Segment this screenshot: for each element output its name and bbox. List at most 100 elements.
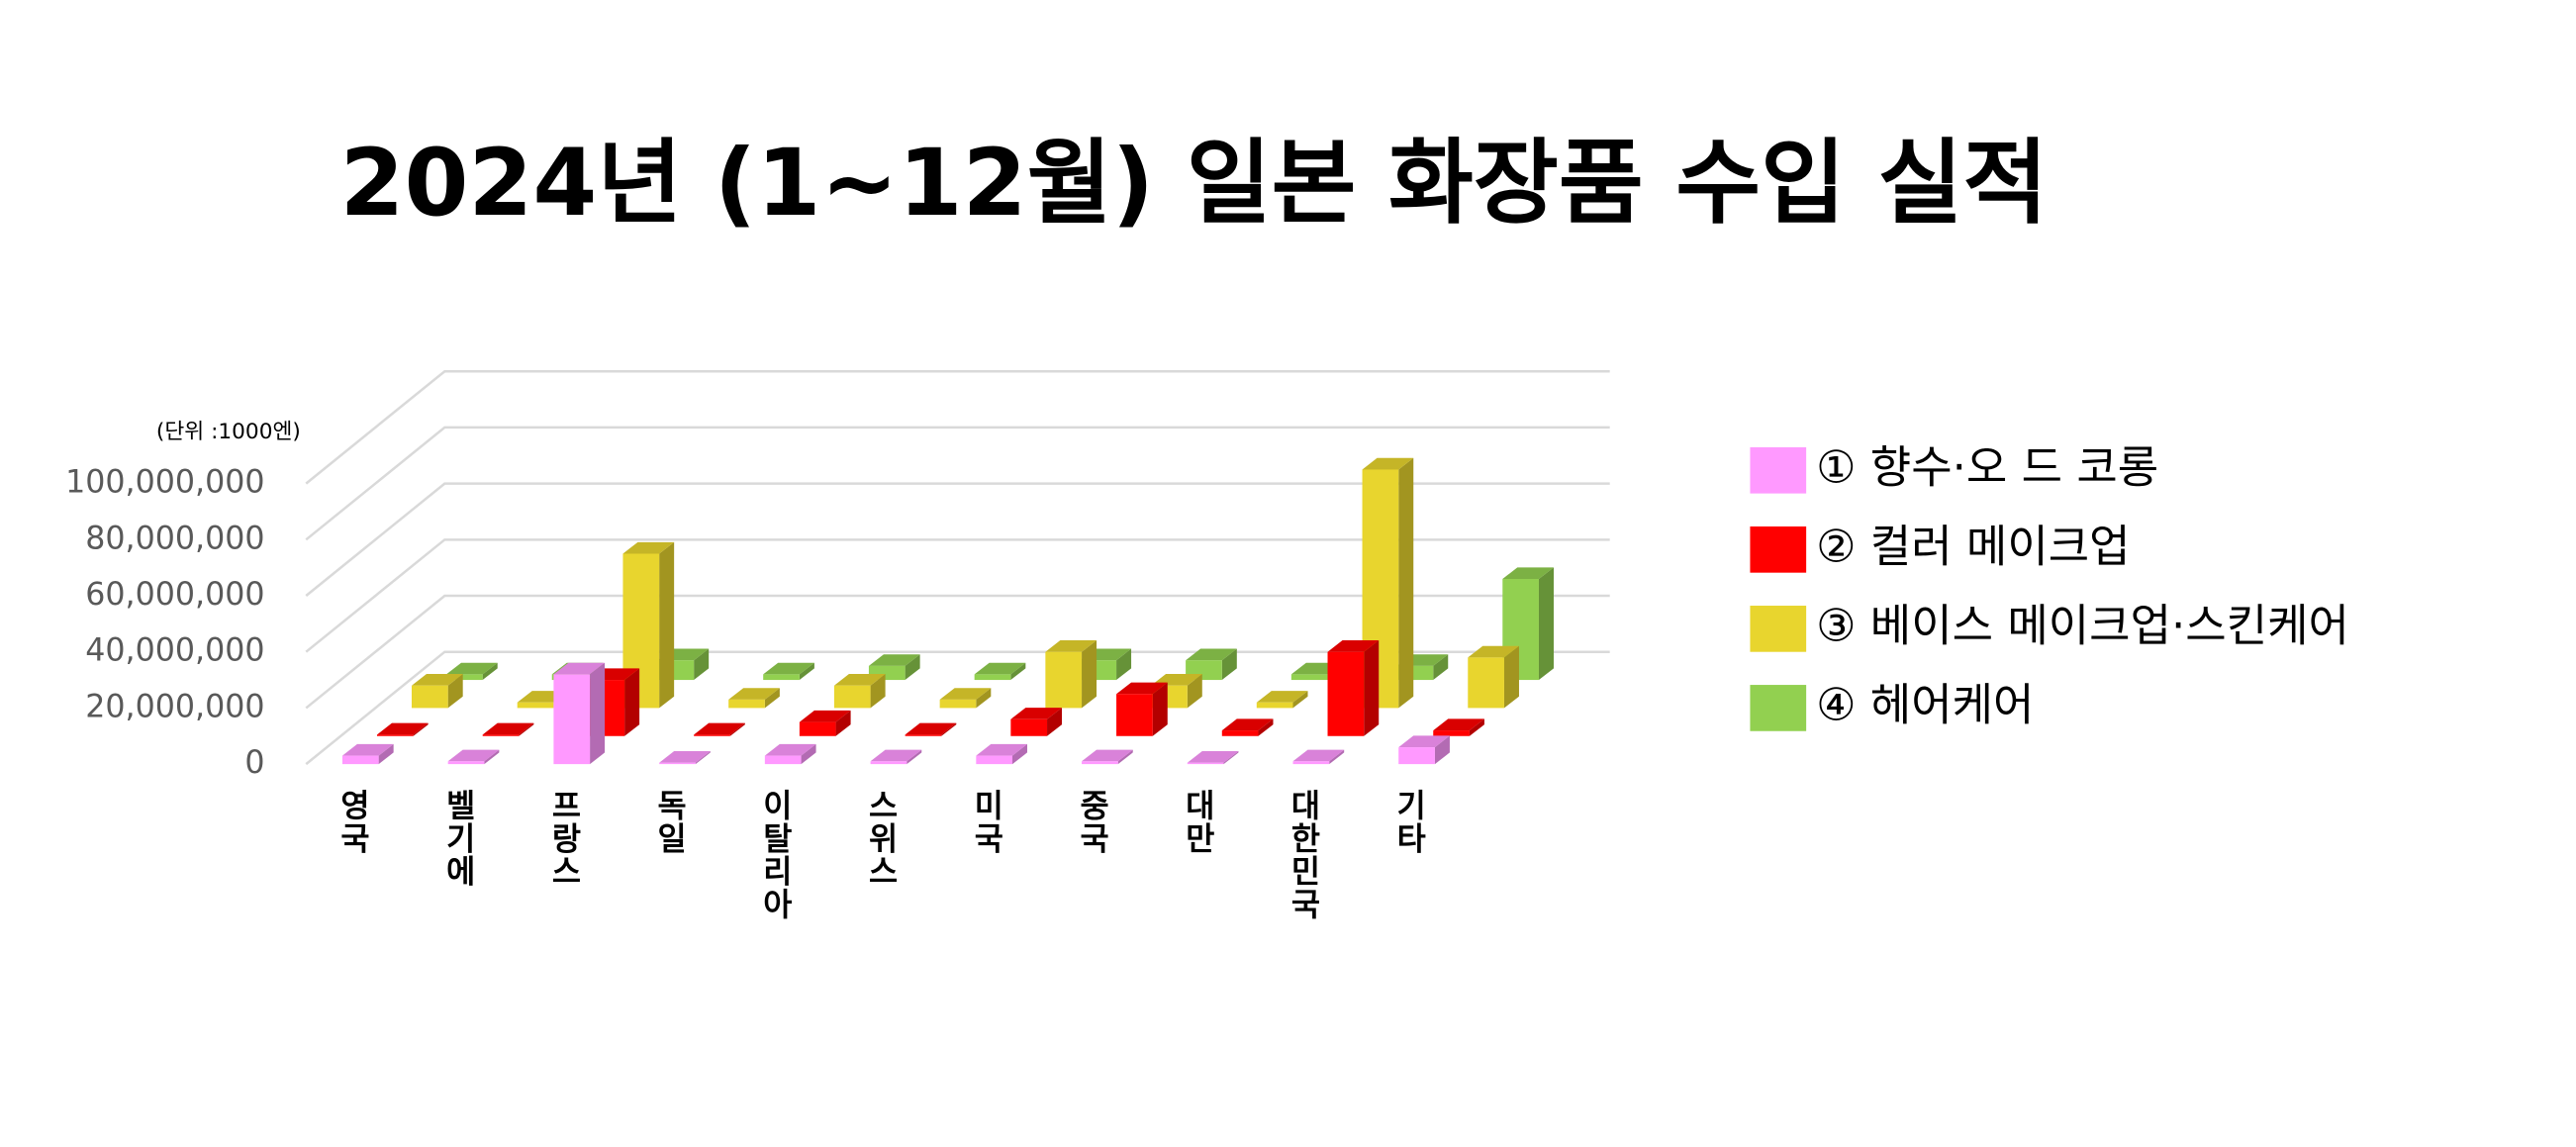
bar-side (1469, 718, 1484, 736)
legend-swatch (1750, 446, 1807, 494)
bar-side (1398, 457, 1414, 709)
bar-side (1012, 743, 1028, 765)
bar-top (763, 662, 814, 675)
bar-top (553, 662, 606, 675)
y-tick-label: 60,000,000 (85, 577, 264, 613)
bar-side (447, 674, 463, 709)
bar (694, 734, 730, 736)
bar (482, 734, 520, 736)
bar-side (694, 648, 710, 681)
bar-side (1538, 567, 1554, 681)
bar (1256, 702, 1293, 709)
bar-top (341, 743, 394, 756)
bar-top (1116, 682, 1168, 695)
bar-side (1258, 718, 1274, 736)
bar (763, 674, 800, 681)
bar (1433, 730, 1470, 736)
bar-top (694, 722, 745, 735)
bar-side (695, 751, 711, 765)
bar-top (659, 751, 711, 763)
bar-top (1362, 457, 1414, 470)
bar-side (482, 662, 498, 681)
bar-side (905, 654, 920, 681)
unit-label: (단위 :1000엔) (156, 420, 301, 444)
grid-line (305, 369, 1610, 485)
bar-side (1221, 648, 1237, 681)
bar-top (1187, 751, 1239, 763)
bar-side (941, 722, 957, 736)
bar-top (905, 722, 957, 735)
bar (553, 674, 591, 765)
bar-top (1010, 708, 1063, 719)
bar-side (764, 688, 780, 709)
bar-top (376, 722, 429, 735)
x-tick-label: 이탈리아 (757, 789, 793, 921)
bar-side (1292, 691, 1308, 709)
bar (833, 685, 871, 709)
grid-line (305, 538, 1610, 653)
bar-top (1398, 735, 1450, 748)
bar (939, 699, 977, 709)
x-tick-label: 기타 (1390, 789, 1426, 855)
y-tick-label: 100,000,000 (65, 465, 265, 501)
bar-side (976, 688, 992, 709)
bar-side (590, 662, 606, 765)
bar-top (411, 674, 463, 686)
bar-side (659, 541, 675, 709)
bar-top (1502, 567, 1554, 580)
bar (1292, 761, 1330, 765)
legend-label: ② 컬러 메이크업 (1816, 520, 2130, 572)
bar-side (484, 749, 500, 765)
bar-top (447, 749, 500, 762)
bar-side (1117, 749, 1133, 765)
bar-side (1187, 674, 1202, 709)
bar-top (976, 743, 1028, 756)
bar-side (870, 674, 886, 709)
bar-top (1221, 718, 1274, 731)
bar-side (1047, 708, 1063, 736)
bar-side (835, 710, 851, 736)
y-tick-label: 40,000,000 (85, 633, 264, 669)
bar-top (1292, 749, 1345, 762)
bar-side (519, 722, 534, 736)
x-tick-label: 프랑스 (545, 789, 581, 888)
bar-side (906, 749, 922, 765)
bar-top (728, 688, 780, 700)
bar-side (1010, 662, 1026, 681)
bar-top (833, 674, 886, 686)
bar-side (1152, 682, 1168, 736)
bar-top (622, 541, 675, 554)
legend-label: ③ 베이스 메이크업·스킨케어 (1816, 599, 2349, 651)
bar-top (1045, 640, 1097, 652)
x-tick-label: 미국 (968, 789, 1003, 855)
bar (446, 674, 483, 681)
y-tick-label: 0 (244, 745, 264, 781)
x-tick-label: 중국 (1074, 789, 1109, 855)
x-tick-label: 벨기에 (440, 789, 476, 888)
legend-label: ④ 헤어케어 (1816, 678, 2034, 730)
bar-top (868, 654, 920, 666)
legend-swatch (1750, 526, 1807, 573)
bar (764, 755, 802, 765)
bar (1221, 730, 1259, 736)
grid-line (305, 426, 1610, 541)
bar-side (1223, 751, 1239, 765)
bar (447, 761, 485, 765)
bar-top (764, 743, 816, 756)
x-tick-label: 대만 (1180, 789, 1215, 855)
bar (411, 685, 448, 709)
bar-top (1186, 648, 1237, 661)
bar-top (1082, 749, 1133, 762)
bar-top (939, 688, 992, 700)
bar-side (799, 662, 814, 681)
bar-side (378, 743, 394, 765)
bar-side (624, 668, 640, 736)
bar-top (799, 710, 851, 722)
x-tick-label: 대한민국 (1286, 789, 1321, 921)
bar (976, 755, 1013, 765)
bar (905, 734, 942, 736)
bar-side (1364, 640, 1380, 736)
bar (517, 702, 554, 709)
